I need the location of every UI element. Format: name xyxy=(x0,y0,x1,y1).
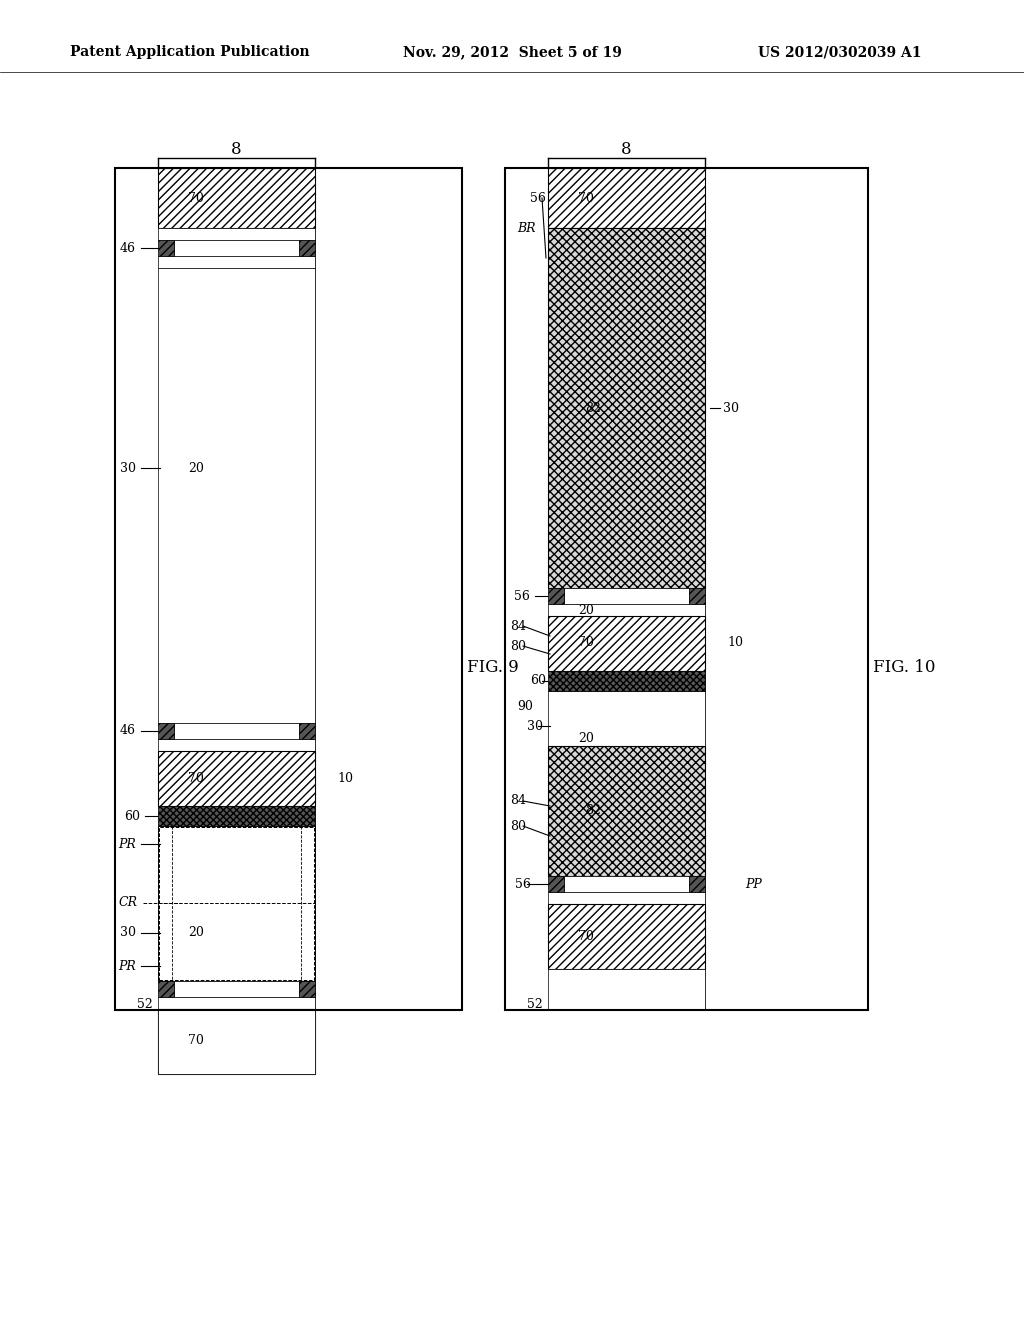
Text: 56: 56 xyxy=(515,878,530,891)
Bar xyxy=(548,228,705,587)
Text: 20: 20 xyxy=(579,603,594,616)
Text: 80: 80 xyxy=(510,820,526,833)
Bar xyxy=(299,240,315,256)
Text: 46: 46 xyxy=(120,242,136,255)
Text: 70: 70 xyxy=(579,929,594,942)
Bar xyxy=(158,807,315,826)
Text: 82: 82 xyxy=(585,804,601,817)
Bar xyxy=(158,228,315,240)
Text: Patent Application Publication: Patent Application Publication xyxy=(71,45,310,59)
Text: US 2012/0302039 A1: US 2012/0302039 A1 xyxy=(758,45,922,59)
Text: 82: 82 xyxy=(585,401,601,414)
Bar xyxy=(548,892,705,904)
Text: 8: 8 xyxy=(621,141,632,158)
Bar xyxy=(158,268,315,723)
Bar xyxy=(548,671,705,690)
Bar xyxy=(548,969,705,1010)
Text: PR: PR xyxy=(118,837,136,850)
Text: PR: PR xyxy=(118,960,136,973)
Text: 30: 30 xyxy=(527,719,543,733)
Text: 70: 70 xyxy=(188,191,204,205)
Bar xyxy=(548,616,705,671)
Bar xyxy=(158,739,315,751)
Bar xyxy=(158,1010,315,1074)
Bar xyxy=(299,981,315,997)
Text: 70: 70 xyxy=(188,772,204,785)
Text: CR: CR xyxy=(119,896,138,909)
Bar xyxy=(505,168,868,1010)
Bar xyxy=(548,746,705,876)
Bar xyxy=(158,826,315,981)
Text: 80: 80 xyxy=(510,639,526,652)
Bar xyxy=(158,256,315,268)
Bar xyxy=(689,587,705,605)
Text: 90: 90 xyxy=(517,700,532,713)
Bar xyxy=(115,168,462,1010)
Text: 60: 60 xyxy=(530,675,546,688)
Text: 52: 52 xyxy=(527,998,543,1011)
Text: 8: 8 xyxy=(230,141,242,158)
Bar xyxy=(174,240,299,256)
Text: 30: 30 xyxy=(120,462,136,474)
Bar xyxy=(548,904,705,969)
Text: 10: 10 xyxy=(727,636,743,649)
Bar xyxy=(705,168,868,1010)
Bar xyxy=(548,690,705,746)
Bar xyxy=(159,828,314,979)
Text: 20: 20 xyxy=(188,927,204,940)
Bar xyxy=(548,168,705,228)
Text: Nov. 29, 2012  Sheet 5 of 19: Nov. 29, 2012 Sheet 5 of 19 xyxy=(402,45,622,59)
Bar xyxy=(174,723,299,739)
Bar xyxy=(299,723,315,739)
Text: FIG. 9: FIG. 9 xyxy=(467,660,519,676)
Bar xyxy=(564,876,689,892)
Bar xyxy=(158,1008,315,1074)
Text: 70: 70 xyxy=(579,191,594,205)
Bar xyxy=(158,723,174,739)
Text: PP: PP xyxy=(745,878,762,891)
Text: FIG. 10: FIG. 10 xyxy=(873,660,936,676)
Bar xyxy=(174,981,299,997)
Text: 56: 56 xyxy=(514,590,530,602)
Bar xyxy=(548,587,564,605)
Bar xyxy=(158,751,315,807)
Bar xyxy=(564,587,689,605)
Bar xyxy=(158,981,174,997)
Text: 84: 84 xyxy=(510,795,526,808)
Text: BR: BR xyxy=(517,222,536,235)
Bar xyxy=(315,168,462,1010)
Bar xyxy=(158,997,315,1008)
Text: 60: 60 xyxy=(124,809,140,822)
Text: 30: 30 xyxy=(120,927,136,940)
Bar xyxy=(548,605,705,616)
Bar xyxy=(548,876,564,892)
Text: 70: 70 xyxy=(579,636,594,649)
Text: 56: 56 xyxy=(530,191,546,205)
Text: 30: 30 xyxy=(723,401,739,414)
Text: 46: 46 xyxy=(120,725,136,738)
Text: 70: 70 xyxy=(188,1035,204,1048)
Text: 20: 20 xyxy=(188,462,204,474)
Text: 84: 84 xyxy=(510,619,526,632)
Text: 10: 10 xyxy=(337,772,353,785)
Text: 20: 20 xyxy=(579,731,594,744)
Bar xyxy=(689,876,705,892)
Text: 52: 52 xyxy=(137,998,153,1011)
Bar xyxy=(158,168,315,228)
Bar xyxy=(158,240,174,256)
